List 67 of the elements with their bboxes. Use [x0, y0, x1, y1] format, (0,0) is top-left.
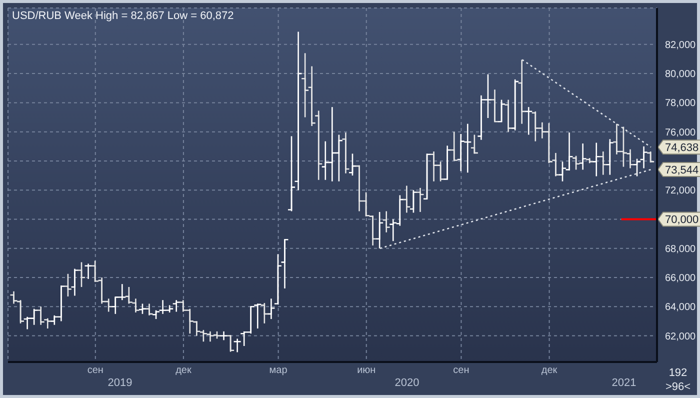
candlestick: [172, 299, 180, 312]
candlestick: [280, 238, 289, 290]
candlestick: [314, 110, 323, 181]
y-tick-label: 82,000: [665, 40, 696, 51]
candlestick: [504, 99, 512, 132]
x-tick-label: мар: [269, 365, 288, 376]
chart-title: USD/RUB Week High = 82,867 Low = 60,872: [12, 10, 234, 22]
candlestick: [70, 268, 79, 296]
candlestick: [274, 254, 282, 304]
text: 192: [668, 367, 688, 379]
candlestick: [416, 187, 424, 213]
x-tick-label: дек: [176, 365, 192, 376]
candlestick: [402, 185, 411, 214]
candlestick: [84, 263, 92, 280]
candlestick: [64, 273, 72, 298]
candlestick: [592, 142, 601, 177]
y-tick-label: 72,000: [665, 186, 696, 197]
x-tick-label: сен: [87, 365, 104, 376]
y-tick-label: 68,000: [665, 244, 696, 255]
candlestick: [470, 134, 479, 154]
candlestick: [443, 145, 452, 180]
candlestick: [510, 78, 520, 132]
candlestick: [422, 153, 432, 200]
candlestick: [497, 99, 506, 122]
candlestick: [375, 211, 384, 250]
y-tick-label: 76,000: [665, 127, 696, 138]
candlestick: [77, 262, 86, 288]
candlestick: [308, 66, 316, 127]
text: 74,638: [665, 142, 699, 154]
candlestick: [598, 150, 608, 176]
candlestick: [348, 153, 357, 176]
candlestick: [220, 330, 228, 341]
text: 2021: [610, 377, 638, 389]
candlestick: [145, 303, 154, 316]
candlestick: [606, 138, 614, 176]
ref-line-label: 70,000: [665, 214, 699, 226]
candlestick: [578, 142, 587, 170]
candlestick: [342, 132, 350, 174]
candlestick: [233, 338, 242, 353]
y-tick-label: 62,000: [665, 331, 696, 342]
candlestick: [565, 132, 574, 172]
text: 2020: [394, 377, 420, 389]
candlestick: [632, 158, 642, 177]
candlestick: [226, 334, 235, 352]
y-tick-label: 78,000: [665, 98, 696, 110]
candlestick: [640, 146, 648, 169]
candlestick: [287, 136, 296, 212]
candlestick: [409, 189, 418, 214]
y-tick-label: 80,000: [665, 69, 696, 80]
text: 2019: [106, 377, 134, 389]
y-tick-label: 66,000: [665, 273, 696, 284]
candlestick: [558, 161, 567, 182]
candlestick: [572, 155, 580, 170]
candlestick: [490, 88, 499, 122]
candlestick: [450, 131, 458, 161]
text: >96<: [664, 381, 692, 393]
x-tick-label: июн: [357, 365, 376, 376]
candlestick: [382, 210, 391, 233]
candlestick: [267, 298, 276, 320]
x-tick-label: дек: [541, 365, 558, 376]
candlestick: [646, 150, 655, 164]
candlestick: [300, 52, 310, 118]
text: 73,544: [665, 164, 699, 177]
x-tick-label: сен: [453, 365, 470, 376]
candlestick: [294, 31, 302, 191]
y-tick-label: 64,000: [665, 302, 696, 314]
candlestick: [260, 302, 269, 324]
